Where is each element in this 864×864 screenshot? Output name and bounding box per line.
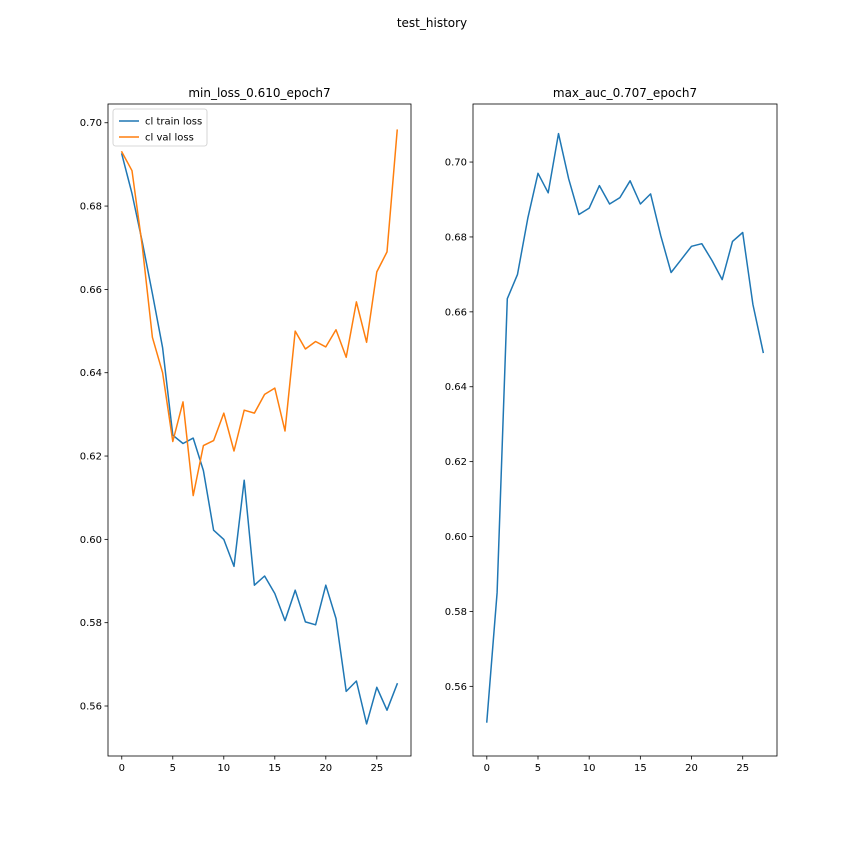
series-line-cl-val-loss: [120, 129, 399, 497]
plot-title: min_loss_0.610_epoch7: [188, 86, 330, 100]
x-tick-label: 25: [370, 763, 383, 774]
x-tick-label: 15: [268, 763, 281, 774]
y-tick-label: 0.66: [80, 285, 102, 296]
x-tick-label: 20: [319, 763, 332, 774]
axes-frame: [472, 103, 778, 757]
x-tick-label: 5: [170, 763, 176, 774]
x-tick-label: 5: [535, 763, 541, 774]
axes-frame: [107, 103, 412, 757]
series-line-cl-train-loss: [120, 153, 399, 725]
series-line-auc: [485, 132, 765, 723]
x-tick-label: 0: [484, 763, 490, 774]
legend-label: cl train loss: [145, 117, 202, 128]
x-tick-label: 10: [217, 763, 230, 774]
legend: cl train loss cl val loss: [112, 108, 208, 147]
y-tick-label: 0.62: [80, 452, 102, 463]
figure-suptitle: test_history: [397, 16, 467, 30]
x-tick-label: 25: [736, 763, 749, 774]
y-tick-label: 0.70: [80, 118, 102, 129]
y-tick-label: 0.68: [445, 232, 467, 243]
y-tick-label: 0.56: [80, 702, 102, 713]
y-tick-label: 0.58: [80, 618, 102, 629]
y-tick-label: 0.60: [80, 535, 102, 546]
legend-label: cl val loss: [145, 133, 194, 144]
y-tick-label: 0.64: [80, 368, 102, 379]
x-tick-label: 15: [634, 763, 647, 774]
y-tick-label: 0.62: [445, 457, 467, 468]
x-tick-label: 0: [119, 763, 125, 774]
plot-title: max_auc_0.707_epoch7: [553, 86, 697, 100]
y-tick-label: 0.60: [445, 532, 467, 543]
loss-plot: 0 5 10 15 20 25 0.56 0.58 0.60 0.62 0.64 0.66 0.68 0.…: [80, 86, 412, 774]
y-tick-label: 0.56: [445, 682, 467, 693]
x-tick-label: 20: [685, 763, 698, 774]
y-tick-label: 0.58: [445, 607, 467, 618]
y-tick-label: 0.64: [445, 382, 467, 393]
x-tick-label: 10: [583, 763, 596, 774]
y-tick-label: 0.66: [445, 307, 467, 318]
y-tick-label: 0.70: [445, 158, 467, 169]
y-tick-label: 0.68: [80, 202, 102, 213]
auc-plot: 0 5 10 15 20 25 0.56 0.58 0.60 0.62 0.64 0.66 0.68 0.…: [445, 86, 778, 774]
